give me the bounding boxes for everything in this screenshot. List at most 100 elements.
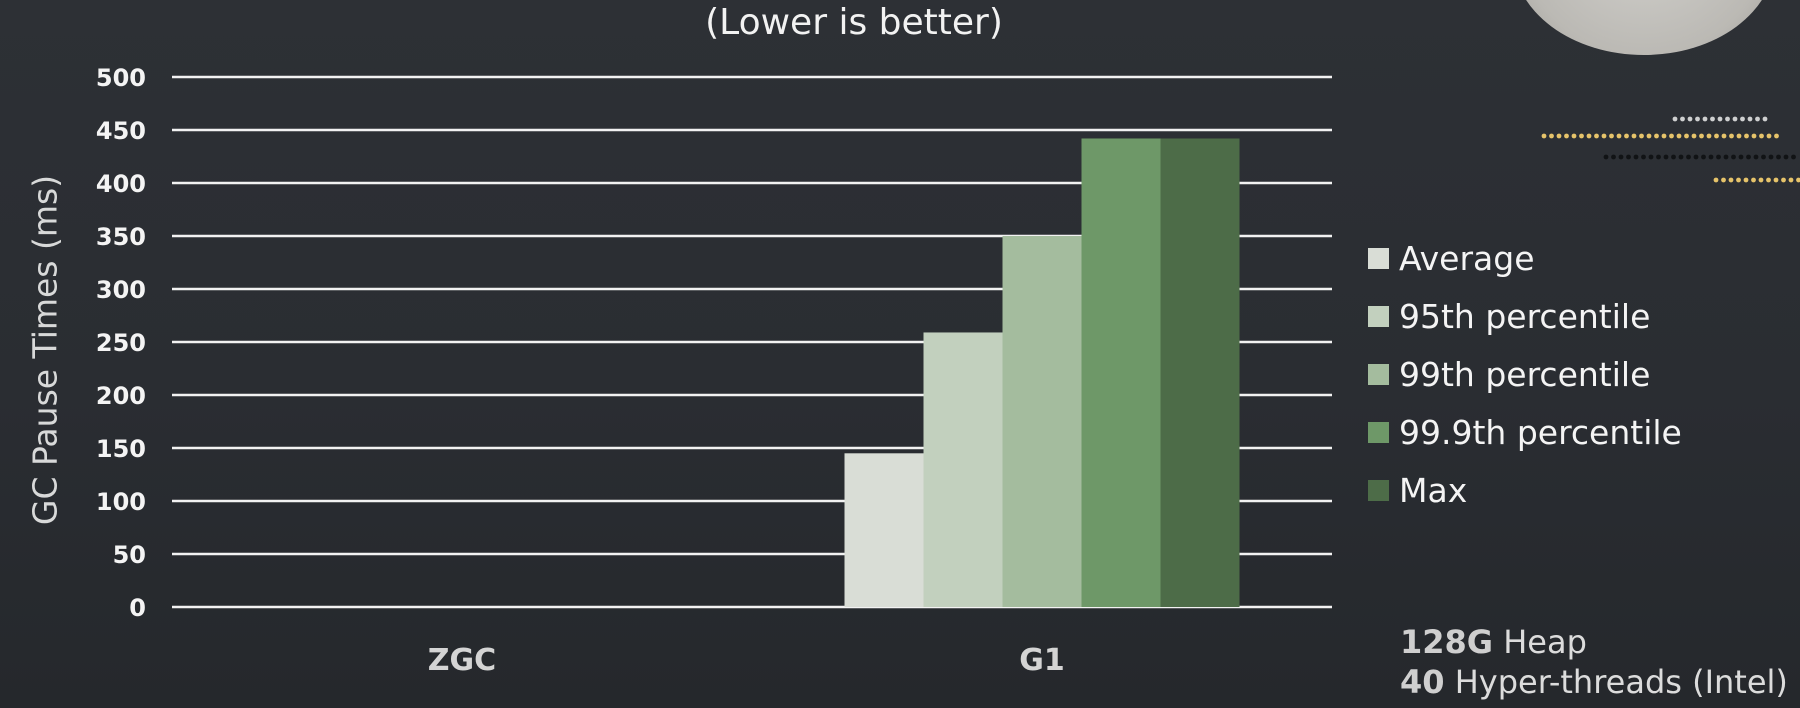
decor-dot bbox=[1708, 154, 1714, 160]
decor-dot bbox=[1641, 154, 1646, 160]
decor-dot bbox=[1762, 116, 1768, 122]
decor-dot bbox=[1713, 177, 1719, 183]
decor-dot bbox=[1616, 133, 1622, 139]
decor-dot bbox=[1728, 177, 1734, 183]
decor-dot bbox=[1611, 154, 1616, 160]
decor-dot bbox=[1633, 154, 1639, 160]
threads-note: 40 Hyper-threads (Intel) bbox=[1400, 662, 1788, 702]
decor-dot bbox=[1759, 133, 1764, 139]
decor-dot bbox=[1586, 133, 1592, 139]
decor-dot bbox=[1678, 154, 1684, 160]
decor-dot bbox=[1594, 133, 1599, 139]
decor-dot bbox=[1743, 177, 1749, 183]
chart-subtitle: (Lower is better) bbox=[705, 2, 1003, 43]
decor-dot bbox=[1571, 133, 1577, 139]
decor-dot bbox=[1746, 154, 1751, 160]
decor-dot bbox=[1686, 154, 1691, 160]
decor-dot bbox=[1738, 154, 1744, 160]
decor-dot bbox=[1731, 154, 1736, 160]
decor-dot bbox=[1788, 177, 1794, 183]
y-tick-label: 0 bbox=[129, 594, 146, 622]
decor-dot bbox=[1609, 133, 1614, 139]
decor-dot bbox=[1710, 116, 1715, 122]
decor-dot bbox=[1744, 133, 1749, 139]
y-tick-label: 400 bbox=[96, 170, 146, 198]
decor-dot bbox=[1796, 177, 1800, 183]
decor-dot bbox=[1740, 116, 1745, 122]
legend-item: 95th percentile bbox=[1368, 287, 1682, 345]
heap-label: Heap bbox=[1493, 623, 1587, 661]
decor-dot bbox=[1661, 133, 1667, 139]
decor-dot bbox=[1663, 154, 1669, 160]
decor-dot bbox=[1672, 116, 1678, 122]
decor-dot bbox=[1773, 177, 1779, 183]
decor-dot bbox=[1723, 154, 1729, 160]
decor-dot bbox=[1646, 133, 1652, 139]
decor-dot bbox=[1691, 133, 1697, 139]
decor-dot bbox=[1671, 154, 1676, 160]
decor-dot bbox=[1549, 133, 1554, 139]
x-category-label: ZGC bbox=[428, 643, 496, 678]
legend-label: Max bbox=[1399, 470, 1468, 510]
decor-dot bbox=[1736, 133, 1742, 139]
decor-dot bbox=[1669, 133, 1674, 139]
legend-item: 99.9th percentile bbox=[1368, 403, 1682, 461]
y-tick-label: 250 bbox=[96, 329, 146, 357]
y-tick-label: 100 bbox=[96, 488, 146, 516]
heap-note: 128G Heap bbox=[1400, 622, 1788, 662]
decor-dot bbox=[1699, 133, 1704, 139]
y-tick-label: 450 bbox=[96, 117, 146, 145]
decor-dot bbox=[1732, 116, 1738, 122]
decor-dot bbox=[1761, 154, 1766, 160]
legend-item: Max bbox=[1368, 461, 1682, 519]
decor-dot bbox=[1702, 116, 1708, 122]
decor-dot bbox=[1687, 116, 1693, 122]
bar-g1-3 bbox=[1081, 138, 1161, 608]
decor-dot bbox=[1556, 133, 1562, 139]
decor-dot bbox=[1648, 154, 1654, 160]
decor-dot bbox=[1676, 133, 1682, 139]
decor-dot bbox=[1654, 133, 1659, 139]
y-tick-label: 300 bbox=[96, 276, 146, 304]
decor-dot bbox=[1564, 133, 1569, 139]
legend-label: 99th percentile bbox=[1399, 354, 1651, 394]
decor-dot bbox=[1656, 154, 1661, 160]
legend-swatch bbox=[1368, 247, 1389, 269]
decor-dot bbox=[1774, 133, 1779, 139]
decor-dot bbox=[1706, 133, 1712, 139]
legend: Average 95th percentile 99th percentile 99.… bbox=[1368, 229, 1682, 519]
y-tick-label: 50 bbox=[113, 541, 146, 569]
decor-dot bbox=[1747, 116, 1753, 122]
bar-g1-0 bbox=[844, 453, 924, 607]
decor-dot bbox=[1768, 154, 1774, 160]
decor-dot bbox=[1766, 177, 1771, 183]
decor-dot bbox=[1766, 133, 1772, 139]
bar-g1-2 bbox=[1002, 236, 1082, 607]
thread-count: 40 bbox=[1400, 663, 1445, 701]
decor-dot bbox=[1579, 133, 1584, 139]
decor-dot bbox=[1721, 177, 1726, 183]
heap-size: 128G bbox=[1400, 623, 1494, 661]
decor-dot bbox=[1751, 133, 1757, 139]
decor-dot bbox=[1717, 116, 1723, 122]
decor-dot bbox=[1729, 133, 1734, 139]
y-tick-label: 150 bbox=[96, 435, 146, 463]
decor-dot bbox=[1601, 133, 1607, 139]
threads-label: Hyper-threads (Intel) bbox=[1444, 663, 1788, 701]
y-tick-label: 350 bbox=[96, 223, 146, 251]
decor-dot bbox=[1541, 133, 1547, 139]
decor-dot bbox=[1783, 154, 1789, 160]
decor-dot bbox=[1758, 177, 1764, 183]
decor-dot bbox=[1721, 133, 1727, 139]
y-tick-label: 500 bbox=[96, 64, 146, 92]
legend-label: Average bbox=[1399, 238, 1535, 278]
legend-item: 99th percentile bbox=[1368, 345, 1682, 403]
legend-item: Average bbox=[1368, 229, 1682, 287]
decor-dot bbox=[1755, 116, 1760, 122]
decor-dot bbox=[1725, 116, 1730, 122]
decor-dot bbox=[1626, 154, 1631, 160]
legend-label: 95th percentile bbox=[1399, 296, 1651, 336]
legend-swatch bbox=[1368, 363, 1389, 385]
